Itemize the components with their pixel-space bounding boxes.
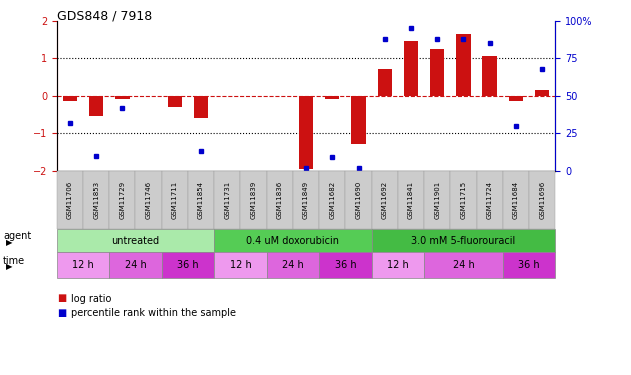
- Text: GSM11853: GSM11853: [93, 181, 99, 219]
- Text: 36 h: 36 h: [177, 260, 199, 270]
- Text: GDS848 / 7918: GDS848 / 7918: [57, 9, 152, 22]
- Text: 24 h: 24 h: [125, 260, 146, 270]
- Text: ■: ■: [57, 308, 66, 318]
- Text: 3.0 mM 5-fluorouracil: 3.0 mM 5-fluorouracil: [411, 236, 516, 246]
- Text: GSM11746: GSM11746: [146, 181, 151, 219]
- Text: GSM11836: GSM11836: [277, 181, 283, 219]
- Text: percentile rank within the sample: percentile rank within the sample: [71, 308, 235, 318]
- Bar: [535, 90, 550, 96]
- Text: 12 h: 12 h: [230, 260, 251, 270]
- Text: ▶: ▶: [6, 238, 13, 247]
- Text: agent: agent: [3, 231, 32, 241]
- Text: GSM11715: GSM11715: [461, 181, 466, 219]
- Text: 24 h: 24 h: [452, 260, 475, 270]
- Bar: [351, 96, 366, 144]
- Text: GSM11684: GSM11684: [513, 181, 519, 219]
- Text: 12 h: 12 h: [72, 260, 94, 270]
- Text: 36 h: 36 h: [334, 260, 357, 270]
- Bar: [456, 34, 471, 96]
- Text: log ratio: log ratio: [71, 294, 111, 303]
- Bar: [430, 49, 444, 96]
- Bar: [62, 96, 77, 101]
- Bar: [509, 96, 523, 101]
- Bar: [194, 96, 208, 118]
- Text: time: time: [3, 256, 25, 266]
- Text: ▶: ▶: [6, 262, 13, 272]
- Text: untreated: untreated: [112, 236, 160, 246]
- Bar: [115, 96, 129, 99]
- Text: GSM11682: GSM11682: [329, 181, 335, 219]
- Bar: [325, 96, 339, 99]
- Text: 24 h: 24 h: [282, 260, 304, 270]
- Text: ■: ■: [57, 294, 66, 303]
- Text: GSM11901: GSM11901: [434, 181, 440, 219]
- Text: GSM11854: GSM11854: [198, 181, 204, 219]
- Text: GSM11849: GSM11849: [303, 181, 309, 219]
- Text: 0.4 uM doxorubicin: 0.4 uM doxorubicin: [247, 236, 339, 246]
- Text: GSM11724: GSM11724: [487, 181, 493, 219]
- Text: GSM11729: GSM11729: [119, 181, 126, 219]
- Text: GSM11690: GSM11690: [355, 181, 362, 219]
- Bar: [404, 41, 418, 96]
- Text: GSM11711: GSM11711: [172, 181, 178, 219]
- Text: GSM11841: GSM11841: [408, 181, 414, 219]
- Text: GSM11731: GSM11731: [225, 181, 230, 219]
- Text: 36 h: 36 h: [518, 260, 540, 270]
- Bar: [89, 96, 103, 116]
- Bar: [377, 69, 392, 96]
- Bar: [168, 96, 182, 107]
- Text: GSM11706: GSM11706: [67, 181, 73, 219]
- Text: 12 h: 12 h: [387, 260, 409, 270]
- Bar: [299, 96, 313, 169]
- Text: GSM11692: GSM11692: [382, 181, 387, 219]
- Text: GSM11696: GSM11696: [539, 181, 545, 219]
- Text: GSM11839: GSM11839: [251, 181, 257, 219]
- Bar: [483, 56, 497, 96]
